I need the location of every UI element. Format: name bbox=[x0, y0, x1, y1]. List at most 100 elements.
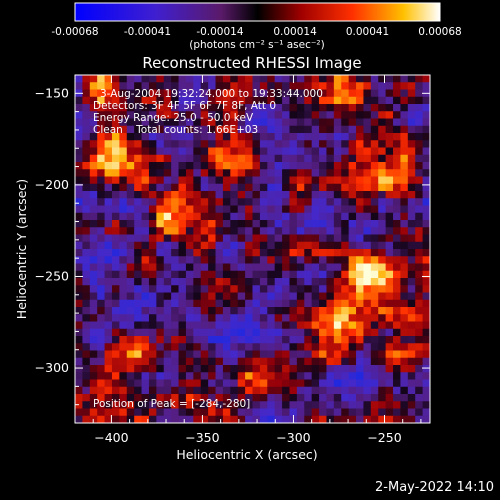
heatmap-cell bbox=[415, 328, 424, 337]
heatmap-cell bbox=[393, 169, 402, 178]
heatmap-cell bbox=[356, 89, 365, 98]
heatmap-cell bbox=[311, 75, 320, 83]
heatmap-cell bbox=[82, 212, 91, 221]
heatmap-cell bbox=[274, 401, 283, 410]
heatmap-cell bbox=[245, 241, 254, 250]
heatmap-cell bbox=[415, 299, 424, 308]
heatmap-cell bbox=[378, 154, 387, 163]
heatmap-cell bbox=[237, 321, 246, 330]
heatmap-cell bbox=[171, 278, 180, 286]
heatmap-cell bbox=[208, 350, 217, 359]
heatmap-cell bbox=[393, 278, 402, 286]
heatmap-cell bbox=[296, 205, 305, 214]
heatmap-cell bbox=[163, 162, 172, 170]
heatmap-cell bbox=[141, 220, 150, 228]
heatmap-cell bbox=[296, 96, 305, 105]
heatmap-cell bbox=[193, 104, 202, 112]
heatmap-cell bbox=[245, 350, 254, 359]
heatmap-cell bbox=[282, 415, 291, 423]
heatmap-cell bbox=[296, 357, 305, 366]
heatmap-cell bbox=[111, 89, 120, 98]
heatmap-cell bbox=[407, 227, 416, 236]
heatmap-cell bbox=[141, 176, 150, 185]
heatmap-cell bbox=[363, 249, 372, 257]
heatmap-cell bbox=[385, 104, 394, 112]
heatmap-cell bbox=[274, 249, 283, 257]
heatmap-cell bbox=[296, 365, 305, 373]
heatmap-cell bbox=[111, 314, 120, 323]
heatmap-cell bbox=[200, 394, 209, 402]
heatmap-cell bbox=[400, 191, 409, 199]
heatmap-cell bbox=[274, 321, 283, 330]
heatmap-cell bbox=[378, 270, 387, 279]
heatmap-cell bbox=[200, 408, 209, 417]
heatmap-cell bbox=[304, 314, 313, 323]
heatmap-cell bbox=[378, 350, 387, 359]
heatmap-cell bbox=[304, 263, 313, 272]
heatmap-cell bbox=[171, 328, 180, 337]
heatmap-cell bbox=[222, 321, 231, 330]
heatmap-cell bbox=[385, 198, 394, 207]
heatmap-cell bbox=[311, 408, 320, 417]
heatmap-cell bbox=[163, 299, 172, 308]
heatmap-cell bbox=[415, 140, 424, 149]
heatmap-cell bbox=[415, 365, 424, 373]
heatmap-cell bbox=[75, 249, 83, 257]
heatmap-cell bbox=[148, 365, 157, 373]
heatmap-cell bbox=[393, 365, 402, 373]
heatmap-cell bbox=[252, 285, 261, 294]
heatmap-cell bbox=[393, 321, 402, 330]
heatmap-cell bbox=[274, 386, 283, 395]
heatmap-cell bbox=[230, 234, 239, 243]
heatmap-cell bbox=[208, 198, 217, 207]
heatmap-cell bbox=[348, 379, 357, 388]
heatmap-cell bbox=[111, 372, 120, 381]
heatmap-cell bbox=[296, 314, 305, 323]
heatmap-cell bbox=[119, 336, 128, 344]
heatmap-cell bbox=[178, 220, 187, 228]
heatmap-cell bbox=[400, 256, 409, 265]
heatmap-cell bbox=[171, 104, 180, 112]
heatmap-cell bbox=[119, 386, 128, 395]
heatmap-cell bbox=[193, 205, 202, 214]
heatmap-cell bbox=[178, 278, 187, 286]
heatmap-cell bbox=[259, 379, 268, 388]
heatmap-cell bbox=[259, 285, 268, 294]
heatmap-cell bbox=[156, 343, 165, 352]
heatmap-cell bbox=[252, 394, 261, 402]
heatmap-cell bbox=[296, 227, 305, 236]
heatmap-cell bbox=[82, 104, 91, 112]
heatmap-cell bbox=[378, 191, 387, 199]
heatmap-cell bbox=[141, 212, 150, 221]
heatmap-cell bbox=[378, 162, 387, 170]
heatmap-cell bbox=[252, 365, 261, 373]
heatmap-cell bbox=[134, 314, 143, 323]
heatmap-cell bbox=[333, 140, 342, 149]
heatmap-cell bbox=[319, 96, 328, 105]
heatmap-cell bbox=[274, 379, 283, 388]
heatmap-cell bbox=[341, 263, 350, 272]
heatmap-cell bbox=[119, 328, 128, 337]
heatmap-cell bbox=[141, 82, 150, 91]
heatmap-cell bbox=[407, 234, 416, 243]
heatmap-cell bbox=[134, 227, 143, 236]
heatmap-cell bbox=[126, 169, 135, 178]
heatmap-cell bbox=[134, 140, 143, 149]
heatmap-cell bbox=[296, 372, 305, 381]
heatmap-cell bbox=[111, 198, 120, 207]
heatmap-cell bbox=[296, 212, 305, 221]
heatmap-cell bbox=[89, 162, 98, 170]
heatmap-cell bbox=[111, 191, 120, 199]
heatmap-cell bbox=[348, 75, 357, 83]
heatmap-cell bbox=[163, 96, 172, 105]
heatmap-cell bbox=[259, 234, 268, 243]
heatmap-cell bbox=[245, 125, 254, 134]
heatmap-cell bbox=[171, 191, 180, 199]
heatmap-cell bbox=[311, 147, 320, 156]
heatmap-cell bbox=[200, 372, 209, 381]
heatmap-cell bbox=[378, 343, 387, 352]
heatmap-cell bbox=[296, 394, 305, 402]
heatmap-cell bbox=[178, 183, 187, 192]
heatmap-cell bbox=[333, 89, 342, 98]
heatmap-cell bbox=[400, 249, 409, 257]
